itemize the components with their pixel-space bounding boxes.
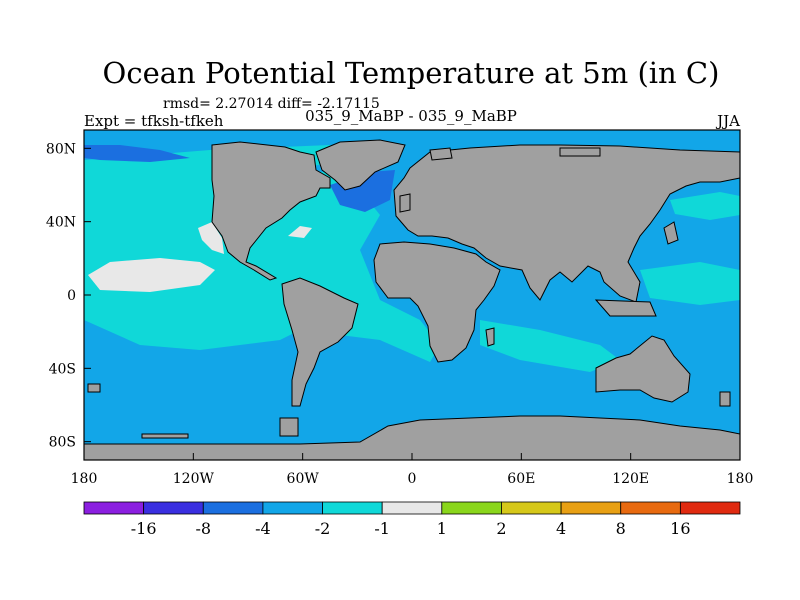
land-greenland	[315, 139, 406, 191]
colorbar-label: 2	[496, 519, 506, 538]
chart-title: Ocean Potential Temperature at 5m (in C)	[103, 56, 720, 90]
x-tick-label: 60E	[507, 471, 535, 487]
contour-band-cyan-pacific	[640, 262, 740, 305]
contour-band-blue	[84, 145, 190, 162]
colorbar-label: -16	[131, 519, 157, 538]
land-new-zealand	[719, 391, 731, 407]
colorbar-swatch	[202, 501, 264, 515]
x-tick-label: 180	[727, 471, 754, 487]
colorbar-label: -4	[255, 519, 271, 538]
colorbar-swatch	[83, 501, 145, 515]
contour-band-white-pacific	[88, 258, 215, 292]
colorbar-swatch	[441, 501, 502, 515]
colorbar-swatch	[560, 501, 622, 515]
land-svalbard	[429, 147, 453, 161]
y-tick-label: 0	[67, 288, 76, 304]
land-japan	[663, 221, 679, 245]
period-label: 035_9_MaBP - 035_9_MaBP	[305, 107, 517, 125]
x-axis: 180 120W 60W 0 60E 120E 180	[71, 453, 754, 487]
contour-band-cyan-npac	[670, 192, 740, 220]
colorbar: -16 -8 -4 -2 -1 1 2 4 8 16	[83, 501, 741, 538]
y-axis: 80N 40N 0 40S 80S	[46, 141, 91, 451]
y-tick-label: 40N	[46, 215, 76, 231]
colorbar-label: -2	[315, 519, 331, 538]
land-antarctica	[84, 415, 740, 460]
colorbar-label: 16	[670, 519, 690, 538]
x-tick-label: 0	[408, 471, 417, 487]
land-south-america	[281, 277, 359, 407]
land-eurasia	[393, 144, 740, 303]
colorbar-label: -1	[374, 519, 390, 538]
land-uk	[399, 193, 411, 213]
colorbar-label: 8	[616, 519, 626, 538]
y-tick-label: 40S	[49, 361, 76, 377]
colorbar-swatch	[679, 501, 741, 515]
land-madagascar	[485, 327, 495, 347]
colorbar-swatch	[501, 501, 562, 515]
x-tick-label: 60W	[287, 471, 320, 487]
colorbar-label: -8	[195, 519, 211, 538]
colorbar-label: 1	[437, 519, 447, 538]
colorbar-swatch	[322, 501, 383, 515]
land-indonesia	[594, 299, 657, 317]
land-australia	[595, 335, 691, 403]
map-panel: 180 120W 60W 0 60E 120E 180 80N 40N 0 40S 80S	[46, 129, 754, 487]
land-ice-shelf	[141, 433, 189, 439]
contour-band-white-coast	[198, 222, 224, 254]
contour-band-white-atl	[288, 226, 312, 238]
y-tick-label: 80N	[46, 141, 76, 157]
land-masses	[84, 139, 740, 460]
land-south-georgia	[279, 417, 299, 437]
land-pacific-island	[87, 383, 101, 393]
x-tick-label: 120W	[173, 471, 215, 487]
colorbar-swatch	[620, 501, 681, 515]
stats-label: rmsd= 2.27014 diff= -2.17115	[163, 96, 380, 112]
season-label: JJA	[715, 112, 740, 130]
y-tick-label: 80S	[49, 435, 76, 451]
colorbar-label: 4	[556, 519, 566, 538]
x-tick-label: 120E	[612, 471, 649, 487]
x-tick-label: 180	[71, 471, 98, 487]
colorbar-swatch	[381, 501, 443, 515]
experiment-label: Expt = tfksh-tfkeh	[84, 112, 224, 130]
land-arctic-islands	[559, 147, 601, 157]
land-africa	[373, 241, 501, 363]
colorbar-swatch	[143, 501, 204, 515]
colorbar-swatch	[262, 501, 323, 515]
contour-band-cyan-indian	[480, 320, 620, 372]
land-north-america	[211, 141, 331, 281]
